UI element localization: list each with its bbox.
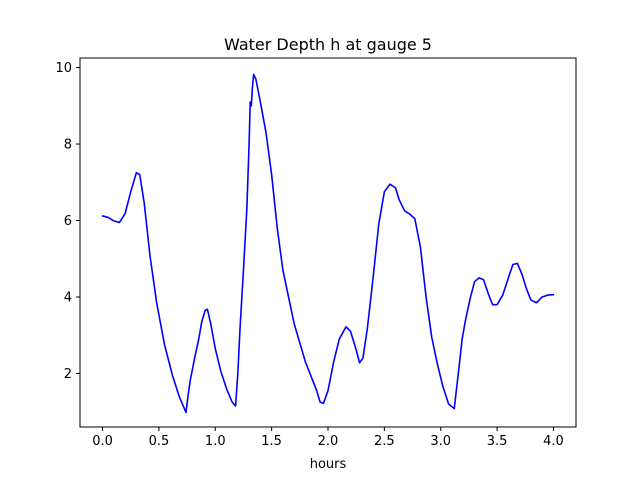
x-tick-label: 0.5	[149, 434, 170, 449]
x-axis-label: hours	[310, 457, 347, 472]
series-line	[101, 73, 555, 414]
y-tick-label: 6	[64, 214, 72, 229]
axis-ticks: 0.0 0.5 1.0 1.5 2.0 2.5 3.0 3.5 4.0 2 4 6 8 10	[55, 61, 563, 449]
x-tick-label: 4.0	[543, 434, 564, 449]
x-tick-label: 2.0	[318, 434, 339, 449]
chart-title: Water Depth h at gauge 5	[224, 35, 432, 54]
x-tick-label: 1.5	[261, 434, 282, 449]
y-tick-label: 2	[64, 367, 72, 382]
y-tick-label: 10	[55, 61, 72, 76]
x-tick-label: 1.0	[205, 434, 226, 449]
x-tick-label: 3.0	[430, 434, 451, 449]
plot-area-frame	[79, 57, 577, 428]
y-tick-label: 4	[64, 290, 72, 305]
y-tick-label: 8	[64, 138, 72, 153]
x-tick-label: 2.5	[374, 434, 395, 449]
x-tick-label: 0.0	[92, 434, 113, 449]
x-tick-label: 3.5	[487, 434, 508, 449]
